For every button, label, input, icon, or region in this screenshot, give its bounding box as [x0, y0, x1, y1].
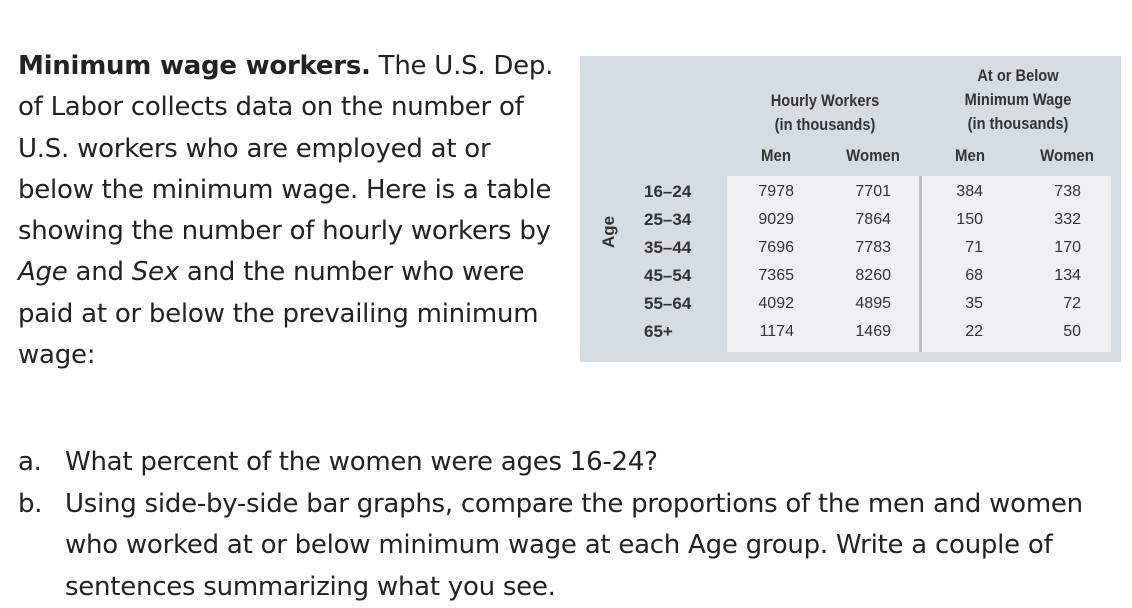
- age-group-label: 16–24: [644, 182, 691, 202]
- min-wage-men-value: 384: [956, 183, 983, 201]
- table-row: 35–44 7696 7783 71 170: [580, 234, 1121, 262]
- hourly-women-value: 8260: [855, 267, 891, 285]
- problem-age-word: Age: [18, 257, 68, 287]
- min-wage-women-value: 50: [1063, 323, 1081, 341]
- hourly-women-value: 7783: [855, 239, 891, 257]
- min-wage-women-value: 332: [1054, 211, 1081, 229]
- hourly-men-header: Men: [734, 146, 818, 166]
- minimum-wage-header-line3: (in thousands): [949, 112, 1087, 136]
- hourly-men-value: 7978: [758, 183, 794, 201]
- age-group-label: 25–34: [644, 210, 691, 230]
- hourly-men-value: 7365: [758, 267, 794, 285]
- table-row: 45–54 7365 8260 68 134: [580, 262, 1121, 290]
- min-wage-men-value: 22: [965, 323, 983, 341]
- age-group-label: 65+: [644, 322, 673, 342]
- table-row: 55–64 4092 4895 35 72: [580, 290, 1121, 318]
- hourly-women-value: 7701: [855, 183, 891, 201]
- problem-statement: Minimum wage workers. The U.S. Dep. of L…: [18, 46, 566, 376]
- minimum-wage-header-line2: Minimum Wage: [949, 88, 1087, 112]
- hourly-men-value: 9029: [758, 211, 794, 229]
- hourly-women-value: 7864: [855, 211, 891, 229]
- min-wage-men-value: 71: [965, 239, 983, 257]
- question-a-marker: a.: [18, 442, 42, 484]
- hourly-women-header: Women: [831, 146, 915, 166]
- min-wage-men-value: 35: [965, 295, 983, 313]
- min-wage-men-value: 150: [956, 211, 983, 229]
- min-wage-men-value: 68: [965, 267, 983, 285]
- hourly-women-value: 1469: [855, 323, 891, 341]
- table-row: 16–24 7978 7701 384 738: [580, 178, 1121, 206]
- hourly-workers-header-line2: (in thousands): [756, 113, 894, 137]
- question-list: a. What percent of the women were ages 1…: [18, 442, 1118, 608]
- age-group-label: 55–64: [644, 294, 691, 314]
- problem-sex-word: Sex: [132, 257, 179, 287]
- min-wage-women-value: 72: [1063, 295, 1081, 313]
- hourly-men-value: 1174: [760, 323, 794, 341]
- problem-title: Minimum wage workers.: [18, 51, 371, 81]
- problem-text-part2: and: [68, 257, 132, 287]
- min-wage-women-header: Women: [1025, 146, 1109, 166]
- hourly-men-value: 4092: [758, 295, 794, 313]
- question-a: a. What percent of the women were ages 1…: [18, 442, 1118, 484]
- hourly-workers-header-line1: Hourly Workers: [756, 89, 894, 113]
- age-group-label: 35–44: [644, 238, 691, 258]
- minimum-wage-header-line1: At or Below: [949, 64, 1087, 88]
- question-b: b. Using side-by-side bar graphs, compar…: [18, 484, 1118, 608]
- hourly-workers-header: Hourly Workers (in thousands): [756, 89, 894, 137]
- table-row: 25–34 9029 7864 150 332: [580, 206, 1121, 234]
- min-wage-men-header: Men: [928, 146, 1012, 166]
- question-b-text: Using side-by-side bar graphs, compare t…: [65, 489, 1083, 602]
- hourly-men-value: 7696: [758, 239, 794, 257]
- minimum-wage-header: At or Below Minimum Wage (in thousands): [949, 64, 1087, 136]
- table-row: 65+ 1174 1469 22 50: [580, 318, 1121, 346]
- min-wage-women-value: 170: [1054, 239, 1081, 257]
- min-wage-women-value: 134: [1054, 267, 1081, 285]
- hourly-women-value: 4895: [855, 295, 891, 313]
- question-b-marker: b.: [18, 484, 42, 526]
- data-table: Hourly Workers (in thousands) At or Belo…: [580, 56, 1121, 362]
- age-group-label: 45–54: [644, 266, 691, 286]
- min-wage-women-value: 738: [1054, 183, 1081, 201]
- question-a-text: What percent of the women were ages 16-2…: [65, 447, 658, 477]
